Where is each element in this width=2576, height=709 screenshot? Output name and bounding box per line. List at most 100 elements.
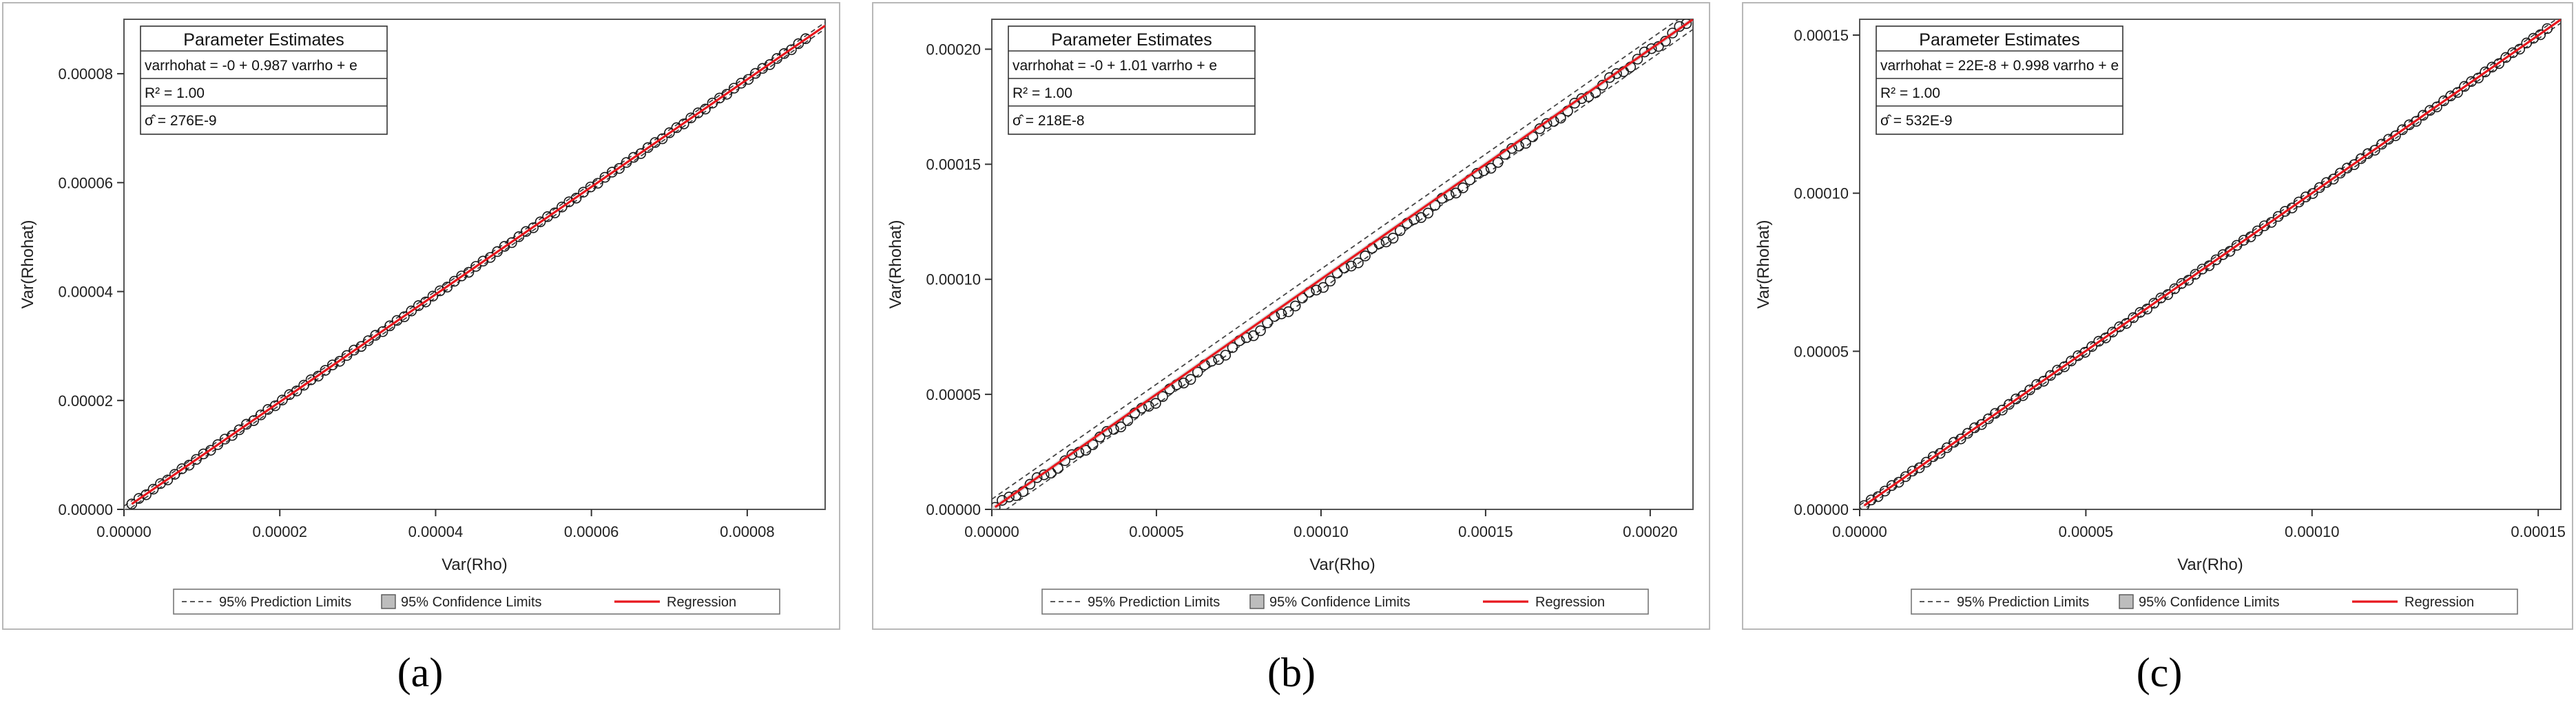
data-point bbox=[2245, 231, 2256, 242]
data-point bbox=[570, 192, 582, 204]
data-point bbox=[1192, 366, 1203, 378]
data-point bbox=[2134, 306, 2146, 318]
data-point bbox=[1983, 413, 1994, 425]
data-point bbox=[678, 118, 689, 129]
regression-line bbox=[131, 24, 825, 505]
data-point bbox=[1289, 300, 1301, 312]
data-point bbox=[291, 385, 302, 396]
data-point bbox=[2424, 105, 2435, 116]
data-point bbox=[997, 495, 1008, 506]
data-point bbox=[484, 252, 496, 263]
legend-confidence-label: 95% Confidence Limits bbox=[1269, 595, 1411, 610]
data-point bbox=[2169, 283, 2181, 295]
data-point bbox=[2286, 202, 2298, 213]
data-point bbox=[1611, 68, 1622, 79]
data-point bbox=[141, 489, 152, 500]
data-point bbox=[614, 162, 625, 174]
data-point bbox=[1632, 54, 1643, 65]
data-point bbox=[1276, 308, 1287, 319]
data-point bbox=[1122, 415, 1134, 427]
data-point bbox=[642, 142, 654, 154]
data-point bbox=[2535, 29, 2546, 41]
data-point bbox=[2369, 145, 2380, 156]
data-point bbox=[1639, 46, 1650, 58]
x-tick-label: 0.00004 bbox=[408, 523, 464, 540]
data-point bbox=[635, 148, 647, 159]
data-point bbox=[255, 409, 267, 421]
sigma-hat-value: σ̂ = 276E-9 bbox=[145, 113, 217, 129]
data-point bbox=[1990, 408, 2001, 419]
data-point bbox=[1004, 491, 1015, 502]
data-point bbox=[800, 33, 811, 45]
legend-confidence-swatch bbox=[2119, 594, 2134, 609]
data-point bbox=[362, 335, 374, 346]
data-point bbox=[1997, 404, 2008, 416]
data-point bbox=[147, 483, 159, 495]
data-point bbox=[1353, 257, 1364, 268]
x-tick-label: 0.00005 bbox=[2059, 523, 2114, 540]
data-point bbox=[1520, 138, 1532, 149]
data-point bbox=[1913, 462, 1925, 474]
legend-confidence-label: 95% Confidence Limits bbox=[401, 595, 542, 610]
x-tick-label: 0.00000 bbox=[96, 523, 152, 540]
data-point bbox=[406, 305, 417, 317]
data-point bbox=[233, 424, 245, 436]
panel-1: 0.00000 0.00002 0.00004 0.00006 0.00008 0.000… bbox=[2, 2, 840, 630]
data-point bbox=[2004, 399, 2015, 410]
data-point bbox=[320, 365, 331, 376]
data-point bbox=[2431, 101, 2442, 113]
data-point bbox=[212, 439, 224, 450]
data-point bbox=[728, 83, 740, 94]
data-point bbox=[1645, 43, 1657, 54]
y-tick-label: 0.00006 bbox=[58, 174, 113, 191]
data-point bbox=[2038, 375, 2049, 387]
data-point bbox=[599, 171, 611, 183]
data-point bbox=[664, 127, 675, 138]
data-point bbox=[2100, 332, 2111, 343]
data-point bbox=[269, 400, 281, 412]
data-point bbox=[2155, 293, 2167, 304]
legend-prediction-label: 95% Prediction Limits bbox=[1088, 595, 1220, 610]
x-tick-label: 0.00002 bbox=[252, 523, 307, 540]
data-point bbox=[2404, 119, 2415, 131]
y-tick-label: 0.00015 bbox=[1794, 27, 1849, 44]
data-point bbox=[1920, 456, 1932, 468]
legend-confidence-swatch bbox=[381, 594, 396, 609]
data-point bbox=[191, 454, 202, 465]
panel-caption: (b) bbox=[1267, 650, 1316, 695]
x-tick-label: 0.00020 bbox=[1623, 523, 1678, 540]
data-point bbox=[1948, 436, 1960, 448]
data-point bbox=[700, 103, 711, 115]
data-point bbox=[2217, 249, 2229, 260]
data-point bbox=[2528, 32, 2539, 44]
data-point bbox=[2349, 159, 2360, 171]
data-point bbox=[1955, 433, 1966, 445]
y-tick-label: 0.00000 bbox=[58, 501, 113, 518]
plot-content bbox=[124, 21, 825, 509]
data-point bbox=[750, 67, 761, 79]
data-point bbox=[384, 320, 395, 332]
data-point bbox=[183, 459, 195, 471]
plot-content bbox=[1860, 19, 2561, 509]
data-point bbox=[1143, 401, 1154, 412]
data-point bbox=[2514, 43, 2526, 55]
data-point bbox=[1941, 442, 1953, 454]
data-point bbox=[1422, 207, 1434, 219]
data-point bbox=[1485, 162, 1497, 174]
x-tick-label: 0.00015 bbox=[1458, 523, 1513, 540]
parameter-estimates-box: Parameter Estimates varrhohat = 22E-8 + 0… bbox=[1876, 25, 2123, 135]
data-point bbox=[1185, 374, 1196, 385]
data-point bbox=[2093, 335, 2104, 347]
data-point bbox=[2011, 393, 2022, 405]
data-point bbox=[442, 282, 453, 293]
plot-content bbox=[992, 19, 1693, 509]
data-point bbox=[1318, 282, 1329, 293]
data-point bbox=[1066, 449, 1078, 461]
x-axis-label: Var(Rho) bbox=[2177, 555, 2243, 574]
data-point bbox=[126, 498, 138, 509]
data-point bbox=[399, 311, 410, 323]
data-point bbox=[1387, 233, 1399, 244]
data-point bbox=[377, 326, 388, 337]
data-point bbox=[742, 74, 754, 85]
data-point bbox=[2473, 72, 2484, 84]
